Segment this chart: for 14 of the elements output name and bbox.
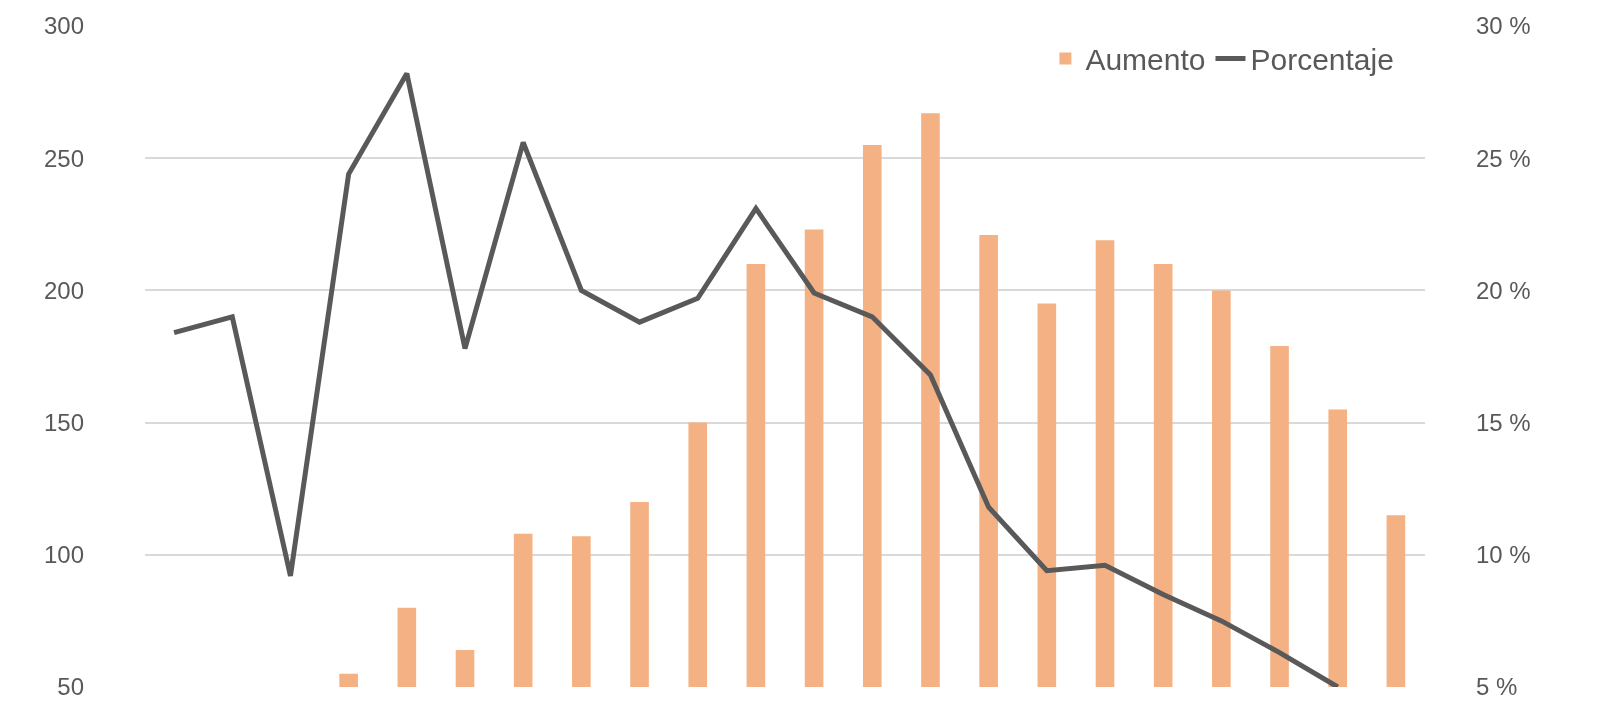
y-tick-label: 250 — [43, 144, 84, 172]
legend-label: Porcentaje — [1250, 43, 1394, 77]
y2-tick-label: 25 % — [1476, 144, 1531, 172]
y2-tick-label: 20 % — [1476, 276, 1531, 304]
y-tick-label: 200 — [43, 276, 84, 304]
legend-label: Aumento — [1085, 43, 1206, 77]
y2-tick-label: 10 % — [1476, 541, 1531, 569]
y-tick-label: 50 — [57, 673, 84, 701]
y-tick-label: 150 — [43, 409, 84, 436]
y-tick-label: 100 — [43, 541, 84, 569]
y-tick-label: 300 — [43, 12, 84, 40]
y2-tick-label: 5 % — [1476, 673, 1518, 701]
y2-tick-label: 15 % — [1476, 409, 1531, 436]
y2-tick-label: 30 % — [1476, 12, 1531, 40]
